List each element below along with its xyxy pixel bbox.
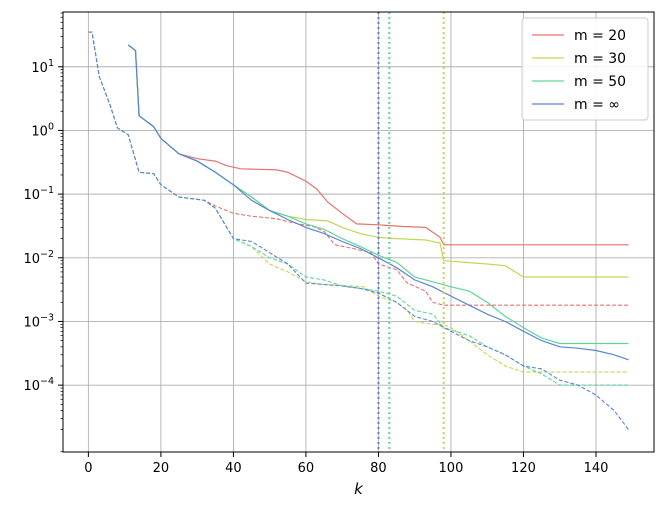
x-tick-label: 0 — [84, 461, 92, 476]
legend-box — [521, 17, 649, 121]
plot-frame — [62, 11, 655, 453]
series-dashed-line-3 — [88, 31, 630, 430]
y-tick-label: 10−1 — [23, 185, 54, 203]
x-tick-label: 140 — [584, 461, 609, 476]
x-tick-label: 20 — [153, 461, 170, 476]
ticks: 0 20 40 60 80 100 120 140 101 100 10−1 10−2 10−3 10−4 — [23, 12, 609, 476]
x-tick-label: 80 — [370, 461, 387, 476]
legend-label: m = 30 — [574, 51, 626, 67]
x-tick-label: 100 — [439, 461, 464, 476]
y-tick-label: 10−4 — [23, 376, 54, 394]
y-tick-label: 10−3 — [23, 312, 54, 330]
vline-layer — [377, 12, 445, 452]
x-axis-label: k — [354, 480, 364, 498]
y-tick-label: 10−2 — [23, 249, 54, 267]
x-tick-label: 120 — [511, 461, 536, 476]
legend-label: m = 50 — [574, 74, 626, 90]
x-tick-label: 60 — [298, 461, 315, 476]
y-tick-label: 101 — [31, 58, 54, 76]
legend-label: m = ∞ — [574, 97, 620, 113]
series-solid-line-3 — [127, 44, 629, 361]
series-layer — [88, 31, 630, 430]
x-tick-label: 40 — [225, 461, 242, 476]
legend-label: m = 20 — [574, 28, 626, 44]
y-tick-label: 100 — [31, 121, 54, 139]
legend: m = 20 m = 30 m = 50 m = ∞ — [521, 17, 649, 121]
